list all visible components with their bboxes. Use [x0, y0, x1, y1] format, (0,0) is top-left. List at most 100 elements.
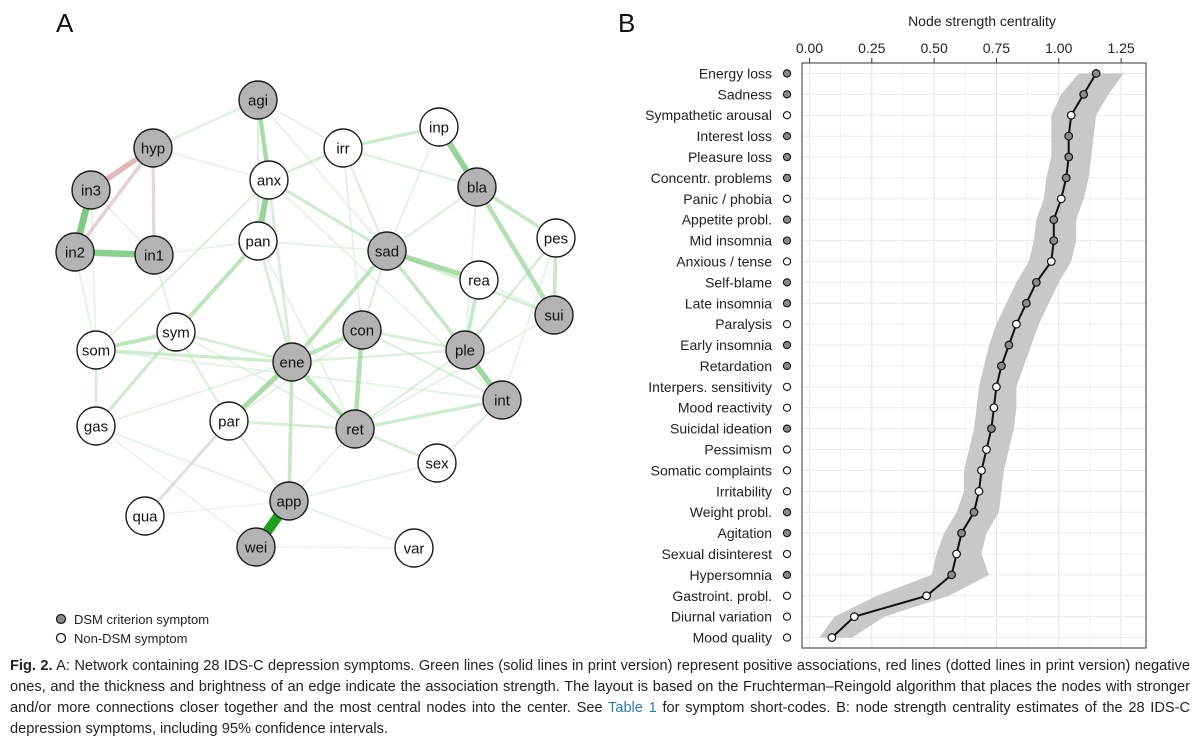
point-20 [974, 486, 984, 496]
legend-dsm-label: DSM criterion symptom [74, 612, 209, 627]
y-label-6: Panic / phobia [683, 191, 772, 207]
point-13 [1004, 340, 1014, 350]
point-12 [1011, 319, 1021, 329]
y-marker-4 [782, 152, 792, 162]
node-sad: sad [367, 231, 407, 271]
y-label-9: Anxious / tense [676, 253, 772, 269]
node-in1-label: in1 [144, 248, 164, 265]
y-label-0: Energy loss [699, 65, 772, 81]
node-gas: gas [76, 406, 116, 446]
node-in3-label: in3 [81, 183, 101, 200]
edge-wei-var [255, 546, 415, 549]
node-rea: rea [459, 260, 499, 300]
node-ret: ret [335, 409, 375, 449]
y-marker-12 [782, 320, 792, 329]
node-qua: qua [125, 496, 165, 536]
y-marker-21 [782, 508, 792, 517]
y-marker-18 [782, 445, 792, 454]
point-18 [982, 445, 991, 454]
y-marker-16 [782, 403, 792, 412]
edge-pan-sym [173, 238, 261, 335]
node-inp-circle [419, 107, 459, 147]
node-ene-label: ene [279, 355, 304, 372]
node-hyp-label: hyp [141, 141, 165, 158]
y-marker-13 [782, 340, 792, 350]
caption-text-2: for symptom short-codes. B: node strengt… [10, 700, 1190, 737]
y-marker-10 [782, 278, 792, 287]
edge-sym-gas [94, 330, 178, 428]
point-15 [992, 382, 1001, 392]
point-17 [987, 424, 996, 434]
point-19 [977, 466, 986, 475]
x-tick-label-2: 0.50 [920, 40, 947, 56]
node-bla-label: bla [467, 180, 488, 197]
node-sad-label: sad [375, 244, 399, 261]
edge-irr-con [342, 147, 363, 331]
y-label-5: Concentr. problems [651, 170, 772, 186]
edge-anx-sad [267, 178, 389, 253]
y-marker-23 [782, 549, 792, 559]
node-par-label: par [218, 414, 240, 431]
point-16 [989, 403, 999, 413]
node-irr-circle [323, 128, 363, 168]
node-gas-circle [76, 406, 116, 446]
y-label-24: Hypersomnia [690, 567, 773, 583]
caption-text-1: A: Network containing 28 IDS-C depressio… [10, 658, 1190, 716]
edge-sad-ene [289, 248, 390, 365]
edge-anx-som [94, 178, 271, 352]
point-7 [1049, 215, 1059, 225]
node-bla: bla [457, 167, 497, 207]
node-var-label: var [404, 541, 425, 558]
node-pan: pan [238, 221, 278, 261]
node-in2-circle [55, 232, 95, 272]
y-label-4: Pleasure loss [688, 149, 772, 165]
edge-hyp-anx [152, 147, 270, 181]
node-ret-circle [335, 409, 375, 449]
edge-con-int [360, 328, 504, 402]
edge-app-var [288, 500, 415, 549]
node-app-label: app [276, 494, 301, 511]
edge-ene-ple [290, 348, 467, 364]
legend-dsm-marker [55, 613, 67, 625]
node-pan-label: pan [245, 234, 270, 251]
y-label-19: Somatic complaints [651, 462, 772, 478]
node-hyp-circle [133, 128, 173, 168]
node-sui-label: sui [544, 308, 563, 325]
x-tick-label-0: 0.00 [796, 40, 823, 56]
panel-a-label: A [56, 8, 74, 38]
y-marker-2 [782, 111, 792, 120]
node-con: con [342, 310, 382, 350]
y-marker-22 [782, 528, 792, 538]
point-14 [997, 361, 1006, 371]
y-marker-1 [782, 90, 792, 99]
node-wei: wei [236, 527, 276, 567]
y-marker-9 [782, 257, 792, 266]
caption-label: Fig. 2. [10, 658, 53, 674]
network-graph: agi hyp irr inp anx in3 bla pan sad pes in2 in1 rea s… [55, 80, 576, 568]
edge-ene-app [287, 360, 294, 503]
node-sex: sex [417, 443, 457, 483]
y-marker-5 [782, 173, 792, 183]
legend-non-dsm-label: Non-DSM symptom [74, 631, 187, 646]
edge-gas-ene [95, 361, 293, 427]
node-par: par [209, 401, 249, 441]
point-26 [849, 612, 859, 622]
node-int: int [482, 380, 522, 420]
edge-ret-ple [353, 348, 467, 431]
edge-gas-wei [95, 425, 257, 548]
node-pes: pes [536, 218, 576, 258]
y-marker-20 [782, 487, 792, 496]
node-in3-circle [71, 170, 111, 210]
edge-som-ene [94, 348, 294, 364]
node-ple-label: ple [455, 343, 475, 360]
y-label-20: Irritability [716, 483, 772, 499]
estimate-points [827, 69, 1101, 642]
edge-hyp-in2 [73, 146, 155, 254]
y-marker-15 [782, 382, 792, 391]
node-in1-circle [134, 235, 174, 275]
node-irr: irr [323, 128, 363, 168]
node-rea-circle [459, 260, 499, 300]
network-edges [71, 97, 558, 552]
node-pes-circle [536, 218, 576, 258]
table-1-link[interactable]: Table 1 [608, 700, 657, 716]
